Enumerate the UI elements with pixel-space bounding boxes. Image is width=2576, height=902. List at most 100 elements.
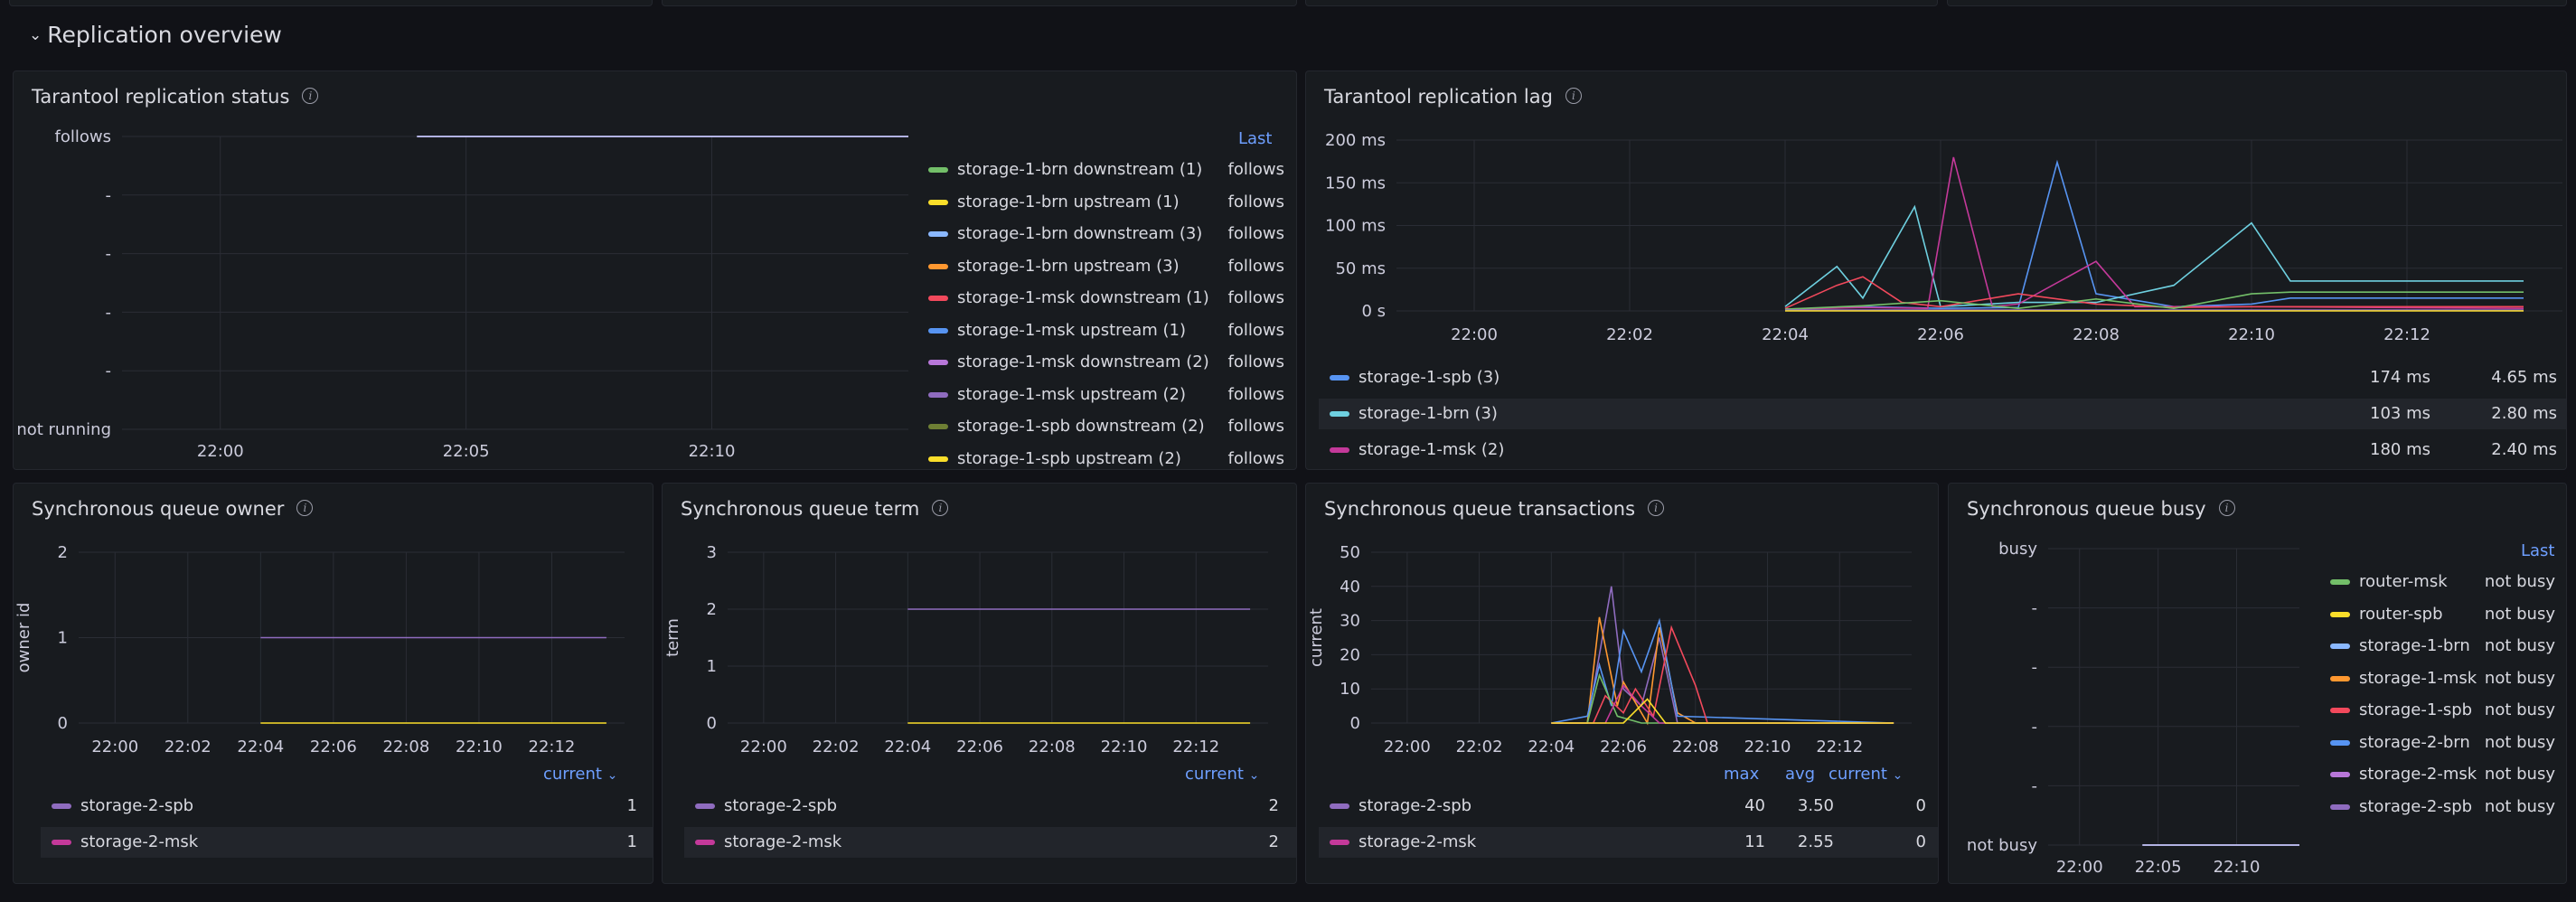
info-icon[interactable]: i — [932, 500, 949, 516]
legend-header-last[interactable]: Last — [1238, 129, 1273, 148]
legend-name: storage-1-spb — [2359, 700, 2473, 719]
legend-item[interactable]: router-spb not busy — [2319, 599, 2566, 630]
chart-queue-owner[interactable]: 0 1 2 22:00 22:02 22:04 22:06 22:08 22:10 22:12 ow… — [14, 484, 653, 764]
legend-name: storage-1-msk (2) — [1359, 440, 1505, 459]
panel-queue-owner: Synchronous queue owner i 0 1 2 22:00 22:02 22… — [13, 483, 653, 884]
chart-replication-lag[interactable]: 0 s 50 ms 100 ms 150 ms 200 ms 22:00 22:02 22:0… — [1306, 71, 2567, 361]
info-icon[interactable]: i — [296, 500, 314, 516]
y-tick-label: 50 — [1340, 543, 1360, 562]
legend-item[interactable]: storage-2-msk 11 2.55 0 — [1319, 827, 1938, 858]
legend-item[interactable]: storage-1-msk upstream (2) follows — [917, 380, 1296, 410]
panel-title[interactable]: Synchronous queue term i — [681, 498, 949, 520]
x-tick-label: 22:08 — [382, 738, 429, 756]
info-icon[interactable]: i — [1648, 500, 1665, 516]
legend-swatch — [928, 424, 948, 429]
legend-item[interactable]: storage-2-spb 2 — [684, 791, 1296, 822]
legend-item[interactable]: storage-1-spb downstream (2) follows — [917, 411, 1296, 442]
legend-swatch — [1330, 411, 1349, 417]
x-tick-label: 22:10 — [456, 738, 503, 756]
y-tick-label: - — [106, 303, 112, 322]
x-tick-label: 22:04 — [1762, 325, 1809, 344]
legend-header-current[interactable]: current ⌄ — [1185, 765, 1260, 784]
top-panel-strip-1 — [9, 0, 653, 6]
panel-title[interactable]: Synchronous queue owner i — [32, 498, 314, 520]
series-line — [1784, 204, 2524, 308]
legend-value: follows — [1227, 160, 1284, 179]
chart-queue-term[interactable]: 0 1 2 3 22:00 22:02 22:04 22:06 22:08 22:10 22:12 t… — [663, 484, 1297, 764]
legend-header-current[interactable]: current ⌄ — [543, 765, 618, 784]
legend-swatch — [2330, 772, 2350, 777]
chart-queue-busy[interactable]: not busy - - - - busy 22:00 22:05 22:10 — [1949, 484, 2301, 884]
legend-header-last[interactable]: Last — [2521, 541, 2555, 560]
legend-header-current[interactable]: current ⌄ — [1829, 765, 1904, 784]
chart-replication-status[interactable]: follows - - - - not running 22:00 22:05 22:10 — [14, 71, 908, 470]
legend-item[interactable]: storage-2-spb not busy — [2319, 792, 2566, 822]
x-tick-label: 22:00 — [1384, 738, 1431, 756]
legend-name: storage-2-msk — [1359, 832, 1477, 851]
panel-title[interactable]: Tarantool replication lag i — [1324, 86, 1582, 108]
legend-item[interactable]: storage-1-brn upstream (1) follows — [917, 187, 1296, 218]
legend-item[interactable]: storage-1-brn (3) 103 ms 2.80 ms — [1319, 399, 2566, 429]
legend-swatch — [2330, 579, 2350, 585]
panel-title[interactable]: Tarantool replication status i — [32, 86, 319, 108]
legend-avg: 4.65 ms — [2491, 368, 2557, 387]
info-icon[interactable]: i — [2218, 500, 2235, 516]
x-tick-label: 22:00 — [1451, 325, 1498, 344]
legend-item[interactable]: storage-2-brn not busy — [2319, 728, 2566, 758]
y-tick-label: 2 — [58, 543, 68, 562]
legend-swatch — [1330, 375, 1349, 381]
legend-swatch — [1330, 803, 1349, 809]
chevron-down-icon: ⌄ — [1248, 768, 1260, 783]
panel-title[interactable]: Synchronous queue transactions i — [1324, 498, 1665, 520]
legend-value: follows — [1227, 352, 1284, 371]
legend-item[interactable]: router-msk not busy — [2319, 567, 2566, 597]
legend-value: not busy — [2484, 700, 2555, 719]
chart-queue-transactions[interactable]: 0 10 20 30 40 50 22:00 22:02 22:04 22:06 22:08 22:1… — [1306, 484, 1939, 764]
legend-header-max[interactable]: max — [1724, 765, 1760, 784]
legend-name: storage-1-brn — [2359, 636, 2470, 655]
legend-name: storage-2-msk — [724, 832, 842, 851]
panel-title[interactable]: Synchronous queue busy i — [1967, 498, 2235, 520]
y-tick-label: not busy — [1967, 836, 2037, 855]
x-tick-label: 22:06 — [1600, 738, 1647, 756]
x-tick-label: 22:06 — [956, 738, 1003, 756]
legend-item[interactable]: storage-1-brn downstream (1) follows — [917, 155, 1296, 185]
legend-item[interactable]: storage-1-msk not busy — [2319, 663, 2566, 694]
legend-max: 40 — [1744, 796, 1765, 815]
chevron-down-icon: ⌄ — [1892, 768, 1904, 783]
x-tick-label: 22:00 — [197, 442, 244, 461]
y-tick-label: busy — [1998, 540, 2037, 559]
legend-item[interactable]: storage-1-brn downstream (3) follows — [917, 219, 1296, 249]
info-icon[interactable]: i — [302, 88, 319, 104]
legend-name: storage-1-msk upstream (1) — [957, 320, 1187, 340]
x-tick-label: 22:02 — [1606, 325, 1653, 344]
legend-swatch — [928, 296, 948, 301]
info-icon[interactable]: i — [1565, 88, 1582, 104]
legend-item[interactable]: storage-1-spb upstream (2) follows — [917, 444, 1296, 470]
legend-item[interactable]: storage-1-spb (3) 174 ms 4.65 ms — [1319, 362, 2566, 393]
legend-item[interactable]: storage-2-spb 1 — [41, 791, 653, 822]
section-header[interactable]: ⌄ Replication overview — [29, 22, 282, 48]
legend-item[interactable]: storage-2-msk 2 — [684, 827, 1296, 858]
legend-item[interactable]: storage-1-msk (2) 180 ms 2.40 ms — [1319, 435, 2566, 465]
legend-item[interactable]: storage-2-msk 1 — [41, 827, 653, 858]
legend-header-avg[interactable]: avg — [1785, 765, 1816, 784]
x-tick-label: 22:06 — [1917, 325, 1964, 344]
legend-swatch — [928, 391, 948, 398]
legend-value: not busy — [2484, 765, 2555, 784]
legend-item[interactable]: storage-2-spb 40 3.50 0 — [1319, 791, 1938, 822]
legend-item[interactable]: storage-1-brn upstream (3) follows — [917, 251, 1296, 282]
legend-swatch — [2330, 644, 2350, 649]
legend-item[interactable]: storage-1-msk downstream (1) follows — [917, 283, 1296, 314]
legend-item[interactable]: storage-1-msk upstream (1) follows — [917, 315, 1296, 346]
legend-swatch — [928, 167, 948, 173]
x-tick-label: 22:05 — [443, 442, 490, 461]
legend-current: 0 — [1915, 832, 1926, 851]
legend-name: router-msk — [2359, 572, 2448, 591]
legend-item[interactable]: storage-1-spb not busy — [2319, 695, 2566, 726]
legend-swatch — [2330, 803, 2350, 810]
legend-item[interactable]: storage-1-brn not busy — [2319, 631, 2566, 662]
legend-item[interactable]: storage-1-msk downstream (2) follows — [917, 347, 1296, 378]
legend-avg: 3.50 — [1797, 796, 1834, 815]
legend-item[interactable]: storage-2-msk not busy — [2319, 759, 2566, 790]
